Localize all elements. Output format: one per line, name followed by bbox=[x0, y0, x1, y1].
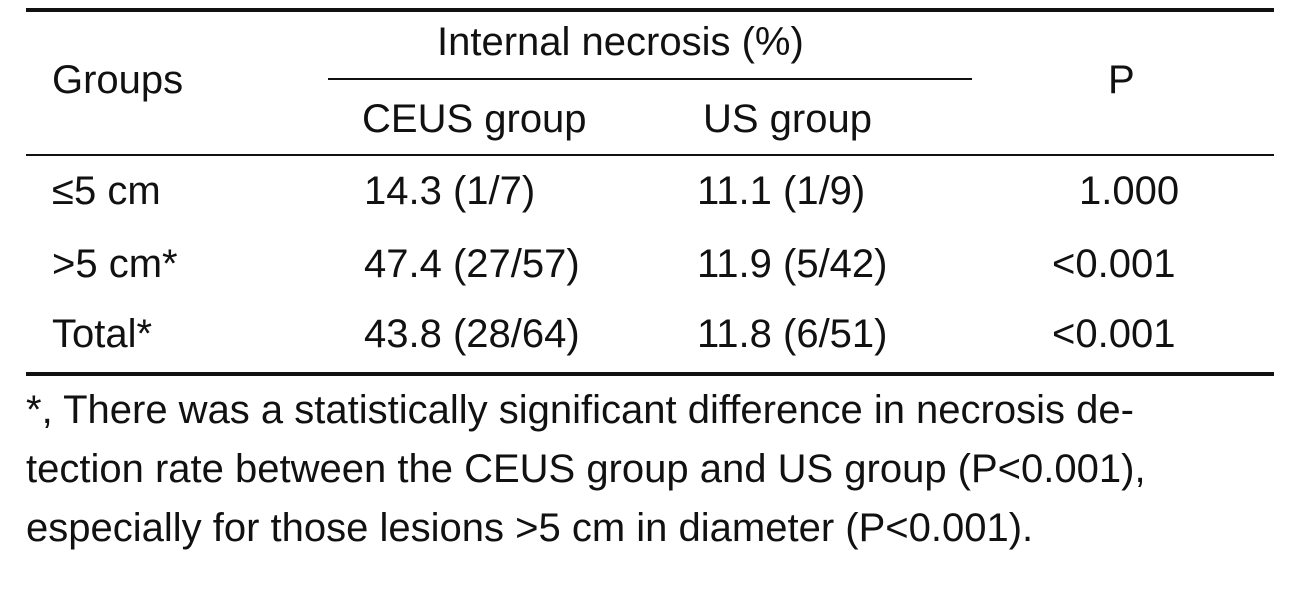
header-groups: Groups bbox=[52, 58, 184, 102]
row-ceus-value: 14.3 (1/7) bbox=[364, 169, 536, 213]
row-group: ≤5 cm bbox=[52, 169, 161, 213]
row-group: >5 cm* bbox=[52, 242, 178, 286]
row-group: Total* bbox=[52, 312, 153, 356]
table-top-rule bbox=[26, 8, 1274, 12]
footnote-line: tection rate between the CEUS group and … bbox=[26, 447, 1146, 491]
row-p-value: <0.001 bbox=[1052, 312, 1176, 356]
table-footnote: *, There was a statistically significant… bbox=[26, 381, 1274, 558]
header-internal-necrosis: Internal necrosis (%) bbox=[437, 20, 804, 64]
row-us-value: 11.1 (1/9) bbox=[697, 169, 866, 213]
row-ceus-value: 43.8 (28/64) bbox=[364, 312, 580, 356]
row-ceus-value: 47.4 (27/57) bbox=[364, 242, 580, 286]
row-us-value: 11.9 (5/42) bbox=[697, 242, 888, 286]
header-bottom-rule bbox=[26, 154, 1274, 156]
row-p-value: 1.000 bbox=[1079, 169, 1180, 213]
row-p-value: <0.001 bbox=[1052, 242, 1176, 286]
footnote-line: *, There was a statistically significant… bbox=[26, 388, 1134, 432]
header-us-group: US group bbox=[703, 97, 872, 141]
row-us-value: 11.8 (6/51) bbox=[697, 312, 888, 356]
footnote-line: especially for those lesions >5 cm in di… bbox=[26, 506, 1034, 550]
header-span-rule bbox=[328, 78, 972, 80]
table-bottom-rule bbox=[26, 372, 1274, 376]
header-p: P bbox=[1108, 58, 1135, 102]
header-ceus-group: CEUS group bbox=[362, 97, 587, 141]
